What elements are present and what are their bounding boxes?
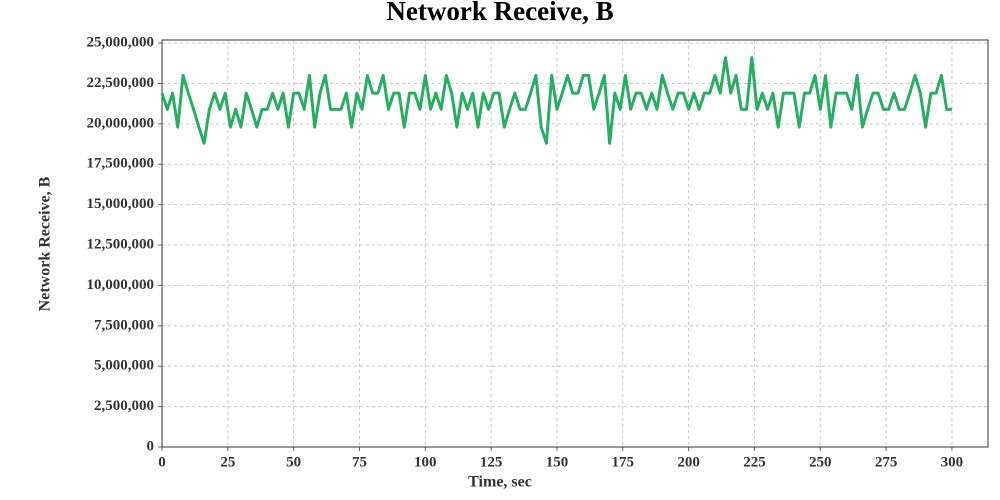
x-tick-label: 150 (546, 454, 569, 470)
x-tick-label: 200 (677, 454, 700, 470)
x-tick-label: 225 (743, 454, 766, 470)
y-tick-label: 17,500,000 (87, 156, 155, 172)
y-tick-label: 15,000,000 (87, 196, 155, 212)
y-tick-label: 5,000,000 (94, 358, 154, 374)
x-tick-label: 75 (352, 454, 367, 470)
y-tick-label: 20,000,000 (87, 115, 155, 131)
data-line (160, 56, 952, 145)
x-tick-label: 125 (480, 454, 503, 470)
y-tick-label: 22,500,000 (87, 75, 155, 91)
y-tick-label: 25,000,000 (87, 35, 155, 51)
y-tick-label: 2,500,000 (94, 398, 154, 414)
x-tick-label: 0 (158, 454, 166, 470)
y-tick-label: 7,500,000 (94, 317, 154, 333)
x-tick-label: 175 (612, 454, 635, 470)
x-tick-label: 100 (414, 454, 437, 470)
x-tick-label: 275 (875, 454, 898, 470)
x-tick-label: 300 (941, 454, 964, 470)
y-tick-label: 12,500,000 (87, 236, 155, 252)
x-tick-label: 50 (286, 454, 301, 470)
y-axis-label: Network Receive, B (37, 176, 54, 311)
chart-title: Network Receive, B (386, 0, 613, 26)
x-tick-label: 250 (809, 454, 832, 470)
x-tick-label: 25 (220, 454, 235, 470)
x-axis-label: Time, sec (468, 474, 532, 491)
plot-frame (161, 39, 989, 448)
y-tick-label: 10,000,000 (87, 277, 155, 293)
y-tick-label: 0 (147, 438, 155, 454)
